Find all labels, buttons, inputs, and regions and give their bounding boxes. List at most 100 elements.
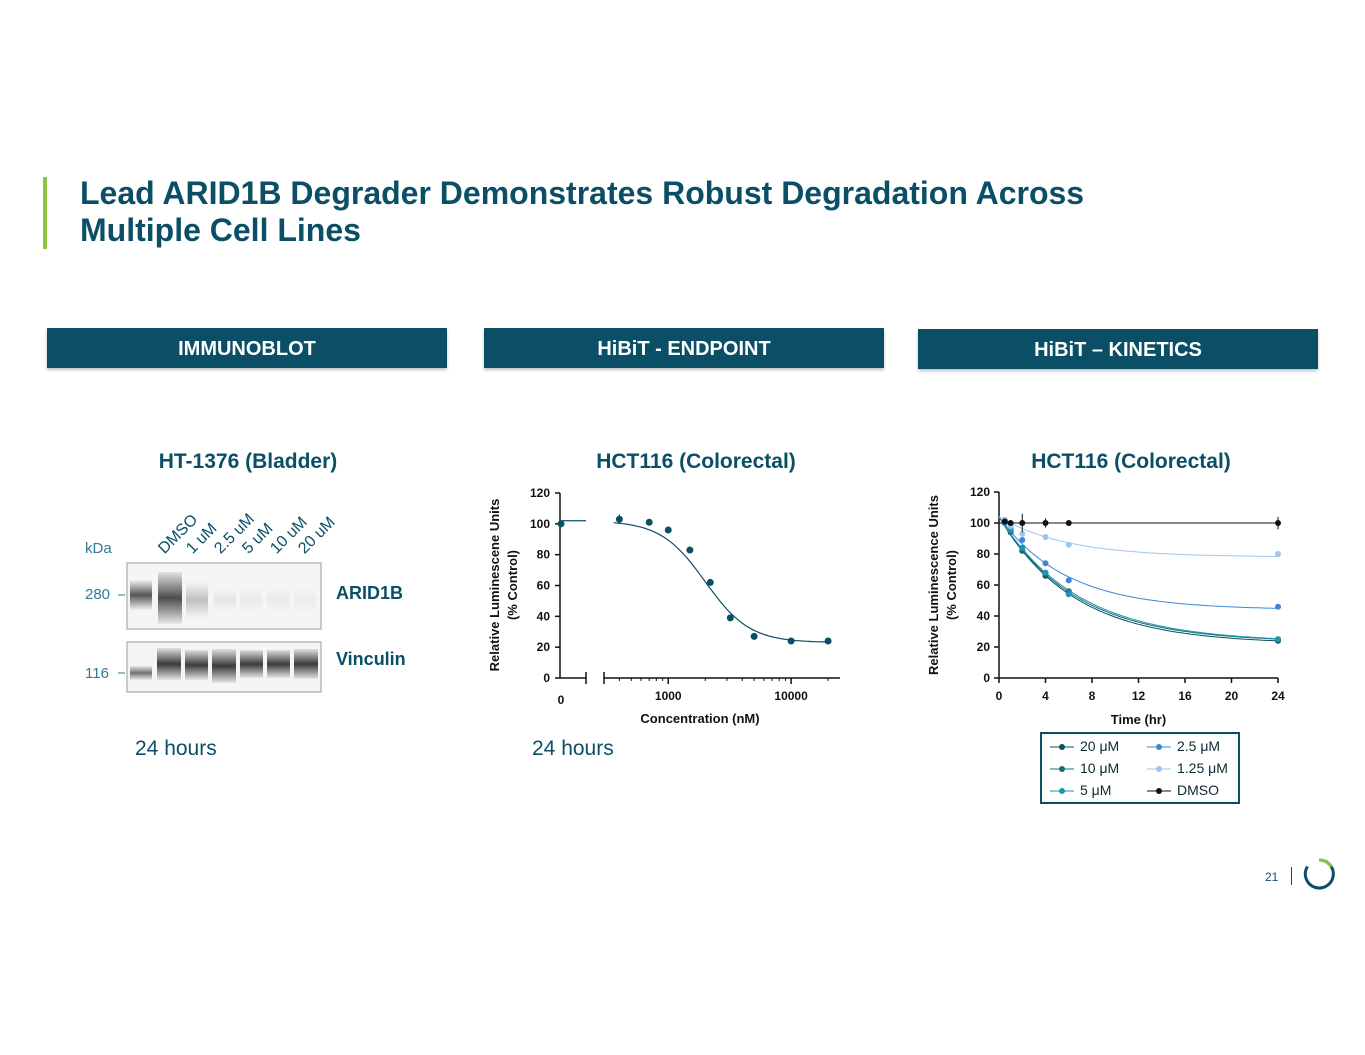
- band-label-vinculin: Vinculin: [336, 649, 406, 669]
- kinetics-point-series-2-3: [1042, 569, 1049, 576]
- kinetics-point-series-5-0: [1001, 518, 1008, 525]
- kinetics-xtick-label-3: 12: [1132, 689, 1146, 703]
- kda-label: kDa: [85, 540, 112, 557]
- endpoint-xlabel: Concentration (nM): [640, 711, 759, 726]
- endpoint-ytick-label-1: 20: [537, 640, 551, 654]
- endpoint-xtick-label-zero: 0: [558, 693, 565, 707]
- endpoint-point-zero: [557, 520, 565, 528]
- endpoint-cell-line: HCT116 (Colorectal): [596, 450, 796, 473]
- endpoint-fit-curve: [613, 522, 831, 643]
- kinetics-ytick-label-0: 0: [983, 671, 990, 685]
- kinetics-ytick-label-2: 40: [977, 609, 991, 623]
- legend-item-1-25um: 1.25 μM: [1147, 760, 1228, 776]
- kinetics-ylabel: Relative Luminescence Units: [926, 495, 941, 675]
- endpoint-chart: Relative Luminescene Units (% Control) 0 20…: [487, 486, 840, 726]
- kinetics-cell-line: HCT116 (Colorectal): [1031, 450, 1231, 473]
- endpoint-xtick-label-1: 10000: [774, 689, 808, 703]
- endpoint-caption: 24 hours: [532, 737, 614, 760]
- kinetics-point-series-4-3: [1042, 533, 1049, 540]
- kinetics-xtick-label-5: 20: [1225, 689, 1239, 703]
- page-title: Lead ARID1B Degrader Demonstrates Robust…: [80, 175, 1280, 249]
- legend-marker-1-25um: [1147, 766, 1171, 773]
- title-accent-bar: [43, 177, 47, 249]
- endpoint-point-4: [706, 578, 714, 586]
- title-line-1: Lead ARID1B Degrader Demonstrates Robust…: [80, 175, 1085, 211]
- endpoint-xtick-label-0: 1000: [655, 689, 682, 703]
- legend-label-dmso: DMSO: [1177, 782, 1219, 798]
- kinetics-chart: Relative Luminescence Units (% Control) 0 2…: [926, 485, 1285, 727]
- legend-item-5um: 5 μM: [1050, 782, 1111, 798]
- legend-item-20um: 20 μM: [1050, 738, 1119, 754]
- legend-marker-2-5um: [1147, 744, 1171, 751]
- company-logo-icon: [1303, 858, 1335, 890]
- endpoint-point-2: [664, 526, 672, 534]
- page-separator: [1291, 867, 1292, 885]
- arid1b-blot: [126, 562, 322, 630]
- kinetics-xlabel: Time (hr): [1111, 712, 1166, 727]
- endpoint-ylabel: Relative Luminescene Units: [487, 499, 502, 672]
- kinetics-xtick-label-0: 0: [996, 689, 1003, 703]
- kinetics-point-series-4-4: [1065, 541, 1072, 548]
- marker-280: 280: [85, 586, 111, 603]
- vinculin-blot: [126, 641, 322, 693]
- endpoint-ytick-label-6: 120: [530, 486, 550, 500]
- kinetics-legend: 20 μM 10 μM 5 μM 2.5 μM 1.25 μM DMSO: [1040, 732, 1240, 804]
- legend-item-10um: 10 μM: [1050, 760, 1119, 776]
- kinetics-ytick-label-5: 100: [970, 516, 990, 530]
- immunoblot-image: [118, 562, 322, 693]
- band-label-arid1b: ARID1B: [336, 583, 404, 603]
- endpoint-point-1: [645, 518, 653, 526]
- kinetics-point-series-3-4: [1065, 577, 1072, 584]
- legend-item-dmso: DMSO: [1147, 782, 1219, 798]
- kinetics-point-series-2-2: [1019, 544, 1026, 551]
- kinetics-fit-series-3: [998, 516, 1278, 609]
- kinetics-xtick-label-2: 8: [1089, 689, 1096, 703]
- legend-label-5um: 5 μM: [1080, 782, 1112, 798]
- kinetics-xtick-label-6: 24: [1271, 689, 1285, 703]
- endpoint-point-3: [686, 546, 694, 554]
- kinetics-point-series-3-2: [1019, 537, 1026, 544]
- kinetics-point-series-3-3: [1042, 560, 1049, 567]
- endpoint-ytick-label-0: 0: [543, 671, 550, 685]
- endpoint-point-5: [726, 614, 734, 622]
- legend-marker-5um: [1050, 788, 1074, 795]
- endpoint-point-6: [750, 632, 758, 640]
- kinetics-point-series-5-4: [1065, 520, 1072, 526]
- kinetics-point-series-4-5: [1275, 551, 1281, 557]
- endpoint-ytick-label-5: 100: [530, 517, 550, 531]
- kinetics-ytick-label-6: 120: [970, 485, 990, 499]
- kinetics-point-series-5-1: [1007, 520, 1014, 526]
- kinetics-xtick-label-1: 4: [1042, 689, 1049, 703]
- endpoint-point-8: [824, 637, 832, 645]
- legend-label-2-5um: 2.5 μM: [1177, 738, 1221, 754]
- kinetics-ytick-label-1: 20: [977, 640, 991, 654]
- kinetics-point-series-2-4: [1065, 591, 1072, 598]
- kinetics-xtick-label-4: 16: [1178, 689, 1192, 703]
- endpoint-ylabel-unit: (% Control): [505, 550, 520, 620]
- endpoint-ytick-label-3: 60: [537, 579, 551, 593]
- marker-116: 116: [85, 665, 109, 682]
- legend-item-2-5um: 2.5 μM: [1147, 738, 1220, 754]
- legend-marker-20um: [1050, 744, 1074, 751]
- endpoint-ytick-label-2: 40: [537, 609, 551, 623]
- immunoblot-caption: 24 hours: [135, 737, 217, 760]
- title-line-2: Multiple Cell Lines: [80, 212, 361, 248]
- endpoint-point-7: [787, 637, 795, 645]
- section-header-immunoblot: IMMUNOBLOT: [47, 328, 447, 368]
- legend-marker-dmso: [1147, 788, 1171, 795]
- kinetics-point-series-4-2: [1019, 530, 1026, 537]
- legend-label-1-25um: 1.25 μM: [1177, 760, 1228, 776]
- legend-marker-10um: [1050, 766, 1074, 773]
- endpoint-ytick-label-4: 80: [537, 548, 551, 562]
- kinetics-point-series-2-5: [1275, 636, 1281, 643]
- legend-label-20um: 20 μM: [1080, 738, 1120, 754]
- kinetics-ytick-label-3: 60: [977, 578, 991, 592]
- endpoint-point-0: [615, 515, 623, 523]
- legend-label-10um: 10 μM: [1080, 760, 1120, 776]
- section-header-endpoint: HiBiT - ENDPOINT: [484, 328, 884, 368]
- page-number: 21: [1265, 870, 1279, 884]
- immunoblot-cell-line: HT-1376 (Bladder): [158, 450, 338, 473]
- kinetics-ylabel-unit: (% Control): [944, 550, 959, 620]
- kinetics-point-series-3-5: [1275, 603, 1281, 610]
- kinetics-ytick-label-4: 80: [977, 547, 991, 561]
